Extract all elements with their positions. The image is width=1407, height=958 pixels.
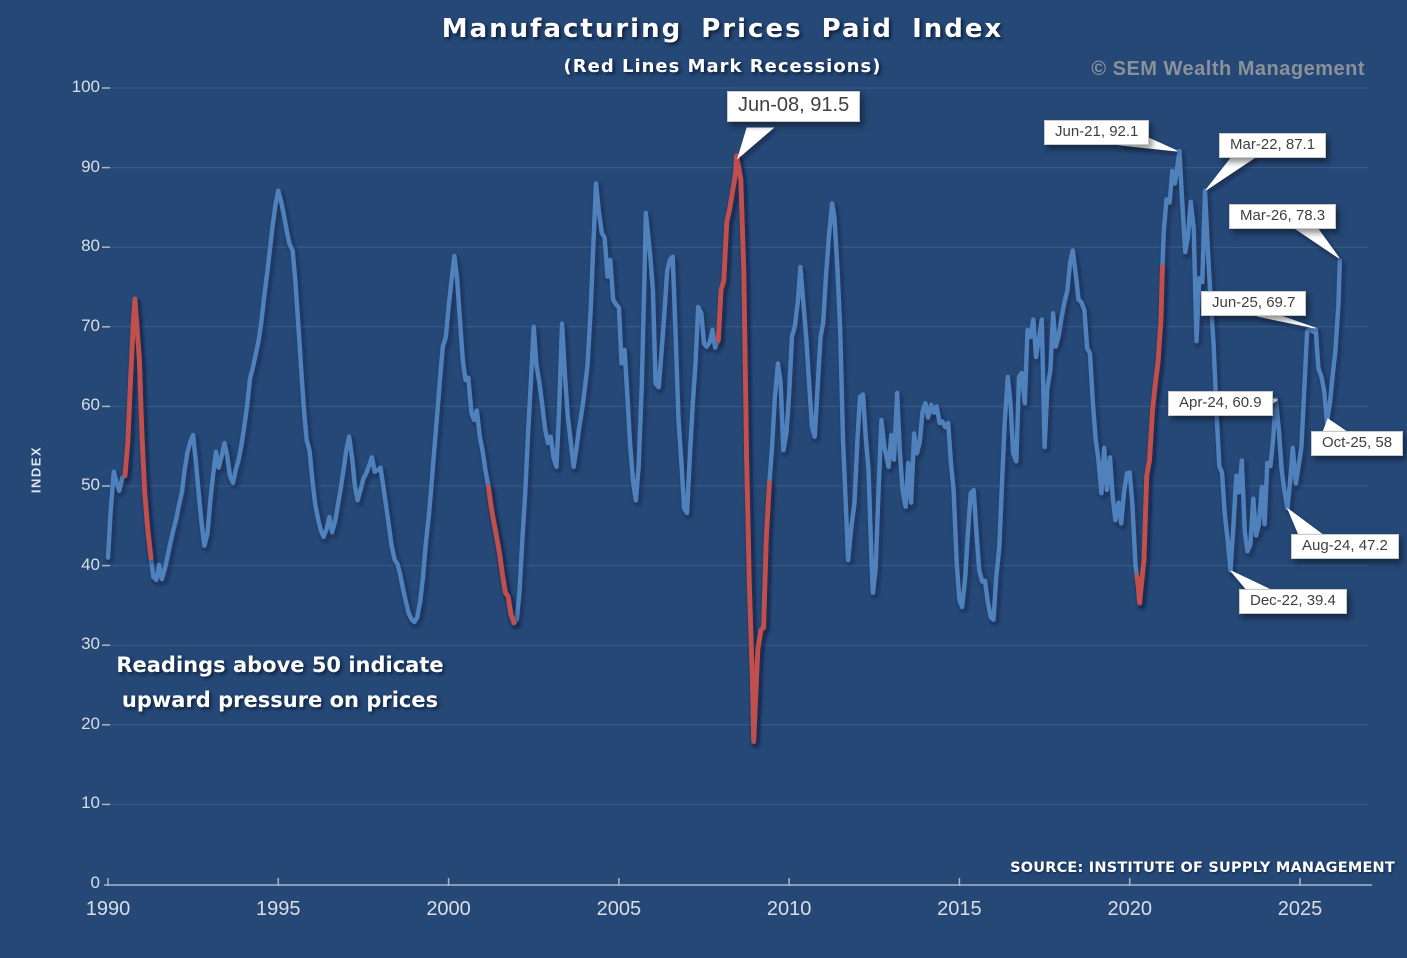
page-subtitle: (Red Lines Mark Recessions) (563, 56, 882, 77)
y-tick-label: 90 (81, 156, 100, 176)
reference-note-line1: Readings above 50 indicate (116, 653, 444, 677)
y-tick-label: 10 (81, 793, 100, 813)
recession-segment (122, 296, 154, 560)
annotation-callout: Jun-25, 69.7 (1201, 291, 1307, 316)
annotation-tail (1256, 315, 1316, 329)
x-tick-label: 2005 (596, 898, 642, 920)
recession-segment (1134, 263, 1165, 606)
x-tick-label: 1990 (85, 898, 131, 920)
annotation-tail (1230, 570, 1272, 591)
watermark: © SEM Wealth Management (1091, 58, 1365, 80)
x-tick-label: 2015 (937, 898, 982, 920)
annotation-callout: Jun-21, 92.1 (1044, 120, 1150, 145)
y-tick-label: 60 (81, 395, 100, 415)
annotation-callout: Apr-24, 60.9 (1168, 391, 1273, 416)
reference-note-line2: upward pressure on prices (121, 688, 439, 712)
annotation-callout: Mar-22, 87.1 (1219, 133, 1327, 158)
page-title: Manufacturing Prices Paid Index (441, 14, 1004, 44)
reference-note: Readings above 50 indicate upward pressu… (110, 648, 450, 718)
annotation-tail (1205, 157, 1256, 191)
recession-segment (485, 484, 517, 626)
y-tick-label: 70 (81, 315, 100, 335)
y-axis-title: INDEX (28, 445, 44, 494)
annotation-callout: Dec-22, 39.4 (1239, 589, 1347, 614)
x-tick-label: 2025 (1277, 898, 1323, 920)
x-tick-label: 2000 (426, 898, 471, 920)
x-tick-label: 1995 (256, 898, 301, 920)
x-tick-label: 2010 (766, 898, 812, 920)
y-tick-label: 20 (81, 713, 100, 733)
annotation-callout: Jun-08, 91.5 (727, 91, 861, 122)
y-tick-label: 50 (81, 475, 100, 494)
annotation-callout: Mar-26, 78.3 (1229, 204, 1337, 229)
annotation-tail (737, 127, 775, 160)
x-tick-label: 2020 (1107, 898, 1152, 920)
y-tick-label: 30 (81, 634, 100, 654)
y-tick-label: 100 (71, 77, 100, 96)
annotation-callout: Aug-24, 47.2 (1291, 534, 1399, 559)
annotation-callout: Oct-25, 58 (1311, 431, 1404, 456)
y-tick-label: 0 (90, 873, 100, 892)
recession-segment (715, 153, 772, 744)
annotation-tail (1286, 507, 1325, 536)
annotation-tail (1294, 228, 1340, 259)
y-tick-label: 80 (81, 236, 100, 256)
y-tick-label: 40 (81, 554, 100, 574)
source-label: SOURCE: INSTITUTE OF SUPPLY MANAGEMENT (1010, 860, 1395, 876)
